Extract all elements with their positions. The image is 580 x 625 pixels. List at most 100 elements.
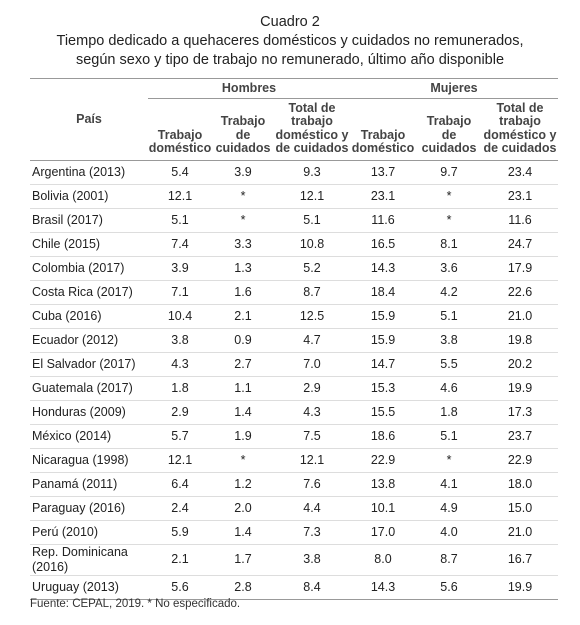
cell: 5.5 [416, 352, 482, 377]
cell: 1.2 [212, 472, 274, 497]
cell: 19.9 [482, 575, 558, 600]
cell: 21.0 [482, 520, 558, 545]
column-header-line: Trabajo [157, 127, 203, 142]
cell: 1.8 [148, 376, 212, 401]
table-row: Honduras (2009) 2.9 1.4 4.3 15.5 1.8 17.3 [30, 400, 558, 425]
cell: 12.1 [274, 448, 350, 473]
table-row: Ecuador (2012) 3.8 0.9 4.7 15.9 3.8 19.8 [30, 328, 558, 353]
cell: 5.4 [148, 160, 212, 185]
caption-title: Tiempo dedicado a quehaceres domésticos … [56, 33, 524, 68]
cell: 2.9 [148, 400, 212, 425]
cell: 1.6 [212, 280, 274, 305]
column-header-line: trabajo [499, 114, 541, 128]
country-cell: Guatemala (2017) [30, 376, 148, 401]
table-row: Guatemala (2017) 1.8 1.1 2.9 15.3 4.6 19.9 [30, 376, 558, 401]
cell: 3.8 [148, 328, 212, 353]
cell: 5.9 [148, 520, 212, 545]
cell: 8.0 [350, 544, 416, 576]
cell: 1.9 [212, 424, 274, 449]
cell: 6.4 [148, 472, 212, 497]
cell: 5.6 [148, 575, 212, 600]
table-row: Chile (2015) 7.4 3.3 10.8 16.5 8.1 24.7 [30, 232, 558, 257]
column-header-line: de cuidados [275, 141, 349, 155]
cell: 22.9 [482, 448, 558, 473]
cell: 7.1 [148, 280, 212, 305]
cell: 7.3 [274, 520, 350, 545]
caption-label: Cuadro 2 [260, 14, 320, 30]
cell: 4.1 [416, 472, 482, 497]
cell: 15.3 [350, 376, 416, 401]
cell: * [416, 208, 482, 233]
column-header: Trabajo de cuidados [416, 98, 482, 160]
country-cell: Honduras (2009) [30, 400, 148, 425]
cell: 8.7 [416, 544, 482, 576]
country-cell: México (2014) [30, 424, 148, 449]
cell: 12.1 [274, 184, 350, 209]
column-header-line: cuidados [215, 141, 271, 155]
column-header-line: cuidados [421, 141, 477, 155]
cell: * [212, 448, 274, 473]
cell: 2.4 [148, 496, 212, 521]
country-cell: Paraguay (2016) [30, 496, 148, 521]
cell: 1.3 [212, 256, 274, 281]
cell: 1.4 [212, 520, 274, 545]
column-header-line: doméstico y [275, 127, 349, 142]
country-cell: Bolivia (2001) [30, 184, 148, 209]
cell: 1.4 [212, 400, 274, 425]
cell: 20.2 [482, 352, 558, 377]
column-header-line: trabajo [291, 114, 333, 128]
data-table: País Hombres Mujeres Trabajo doméstico Trabaj… [30, 78, 558, 600]
column-header-line: Total de [288, 100, 336, 115]
cell: 3.9 [212, 160, 274, 185]
cell: 8.7 [274, 280, 350, 305]
cell: 4.9 [416, 496, 482, 521]
cell: 4.6 [416, 376, 482, 401]
cell: 10.4 [148, 304, 212, 329]
cell: 5.6 [416, 575, 482, 600]
cell: 0.9 [212, 328, 274, 353]
row-header: País [76, 111, 102, 126]
table-row: Cuba (2016) 10.4 2.1 12.5 15.9 5.1 21.0 [30, 304, 558, 329]
table-head: País Hombres Mujeres Trabajo doméstico Trabaj… [30, 78, 558, 160]
cell: 1.7 [212, 544, 274, 576]
cell: 7.0 [274, 352, 350, 377]
cell: 19.9 [482, 376, 558, 401]
country-cell: Argentina (2013) [30, 160, 148, 185]
country-cell: Costa Rica (2017) [30, 280, 148, 305]
country-cell: Uruguay (2013) [30, 575, 148, 600]
cell: 13.8 [350, 472, 416, 497]
column-header-line: Trabajo [220, 114, 266, 128]
table-row: Bolivia (2001) 12.1 * 12.1 23.1 * 23.1 [30, 184, 558, 209]
group-header: Mujeres [350, 78, 558, 99]
column-header: Trabajo doméstico [350, 98, 416, 160]
table-row: Argentina (2013) 5.4 3.9 9.3 13.7 9.7 23.4 [30, 160, 558, 185]
column-header-line: doméstico [148, 141, 212, 155]
table-row: Rep. Dominicana (2016) 2.1 1.7 3.8 8.0 8.7 16.… [30, 544, 558, 576]
table-row: Brasil (2017) 5.1 * 5.1 11.6 * 11.6 [30, 208, 558, 233]
table-row: Uruguay (2013) 5.6 2.8 8.4 14.3 5.6 19.9 [30, 575, 558, 600]
country-cell: Panamá (2011) [30, 472, 148, 497]
cell: 15.9 [350, 304, 416, 329]
cell: 12.5 [274, 304, 350, 329]
header-row: Trabajo doméstico Trabajo de cuidados Total d… [30, 98, 558, 160]
cell: 5.1 [416, 304, 482, 329]
cell: * [416, 184, 482, 209]
cell: 3.8 [274, 544, 350, 576]
column-header-line: de [235, 127, 251, 142]
cell: 2.7 [212, 352, 274, 377]
cell: 5.2 [274, 256, 350, 281]
caption: Cuadro 2 Tiempo dedicado a quehaceres do… [20, 13, 560, 70]
cell: 24.7 [482, 232, 558, 257]
cell: 16.7 [482, 544, 558, 576]
cell: 10.8 [274, 232, 350, 257]
column-header-line: Trabajo [360, 127, 406, 142]
cell: 3.9 [148, 256, 212, 281]
column-header-line: de cuidados [483, 141, 557, 155]
cell: 22.6 [482, 280, 558, 305]
cell: 4.3 [148, 352, 212, 377]
cell: 21.0 [482, 304, 558, 329]
cell: 18.4 [350, 280, 416, 305]
table-body: Argentina (2013) 5.4 3.9 9.3 13.7 9.7 23.4 Boli… [30, 160, 558, 600]
country-cell: Colombia (2017) [30, 256, 148, 281]
cell: * [212, 208, 274, 233]
